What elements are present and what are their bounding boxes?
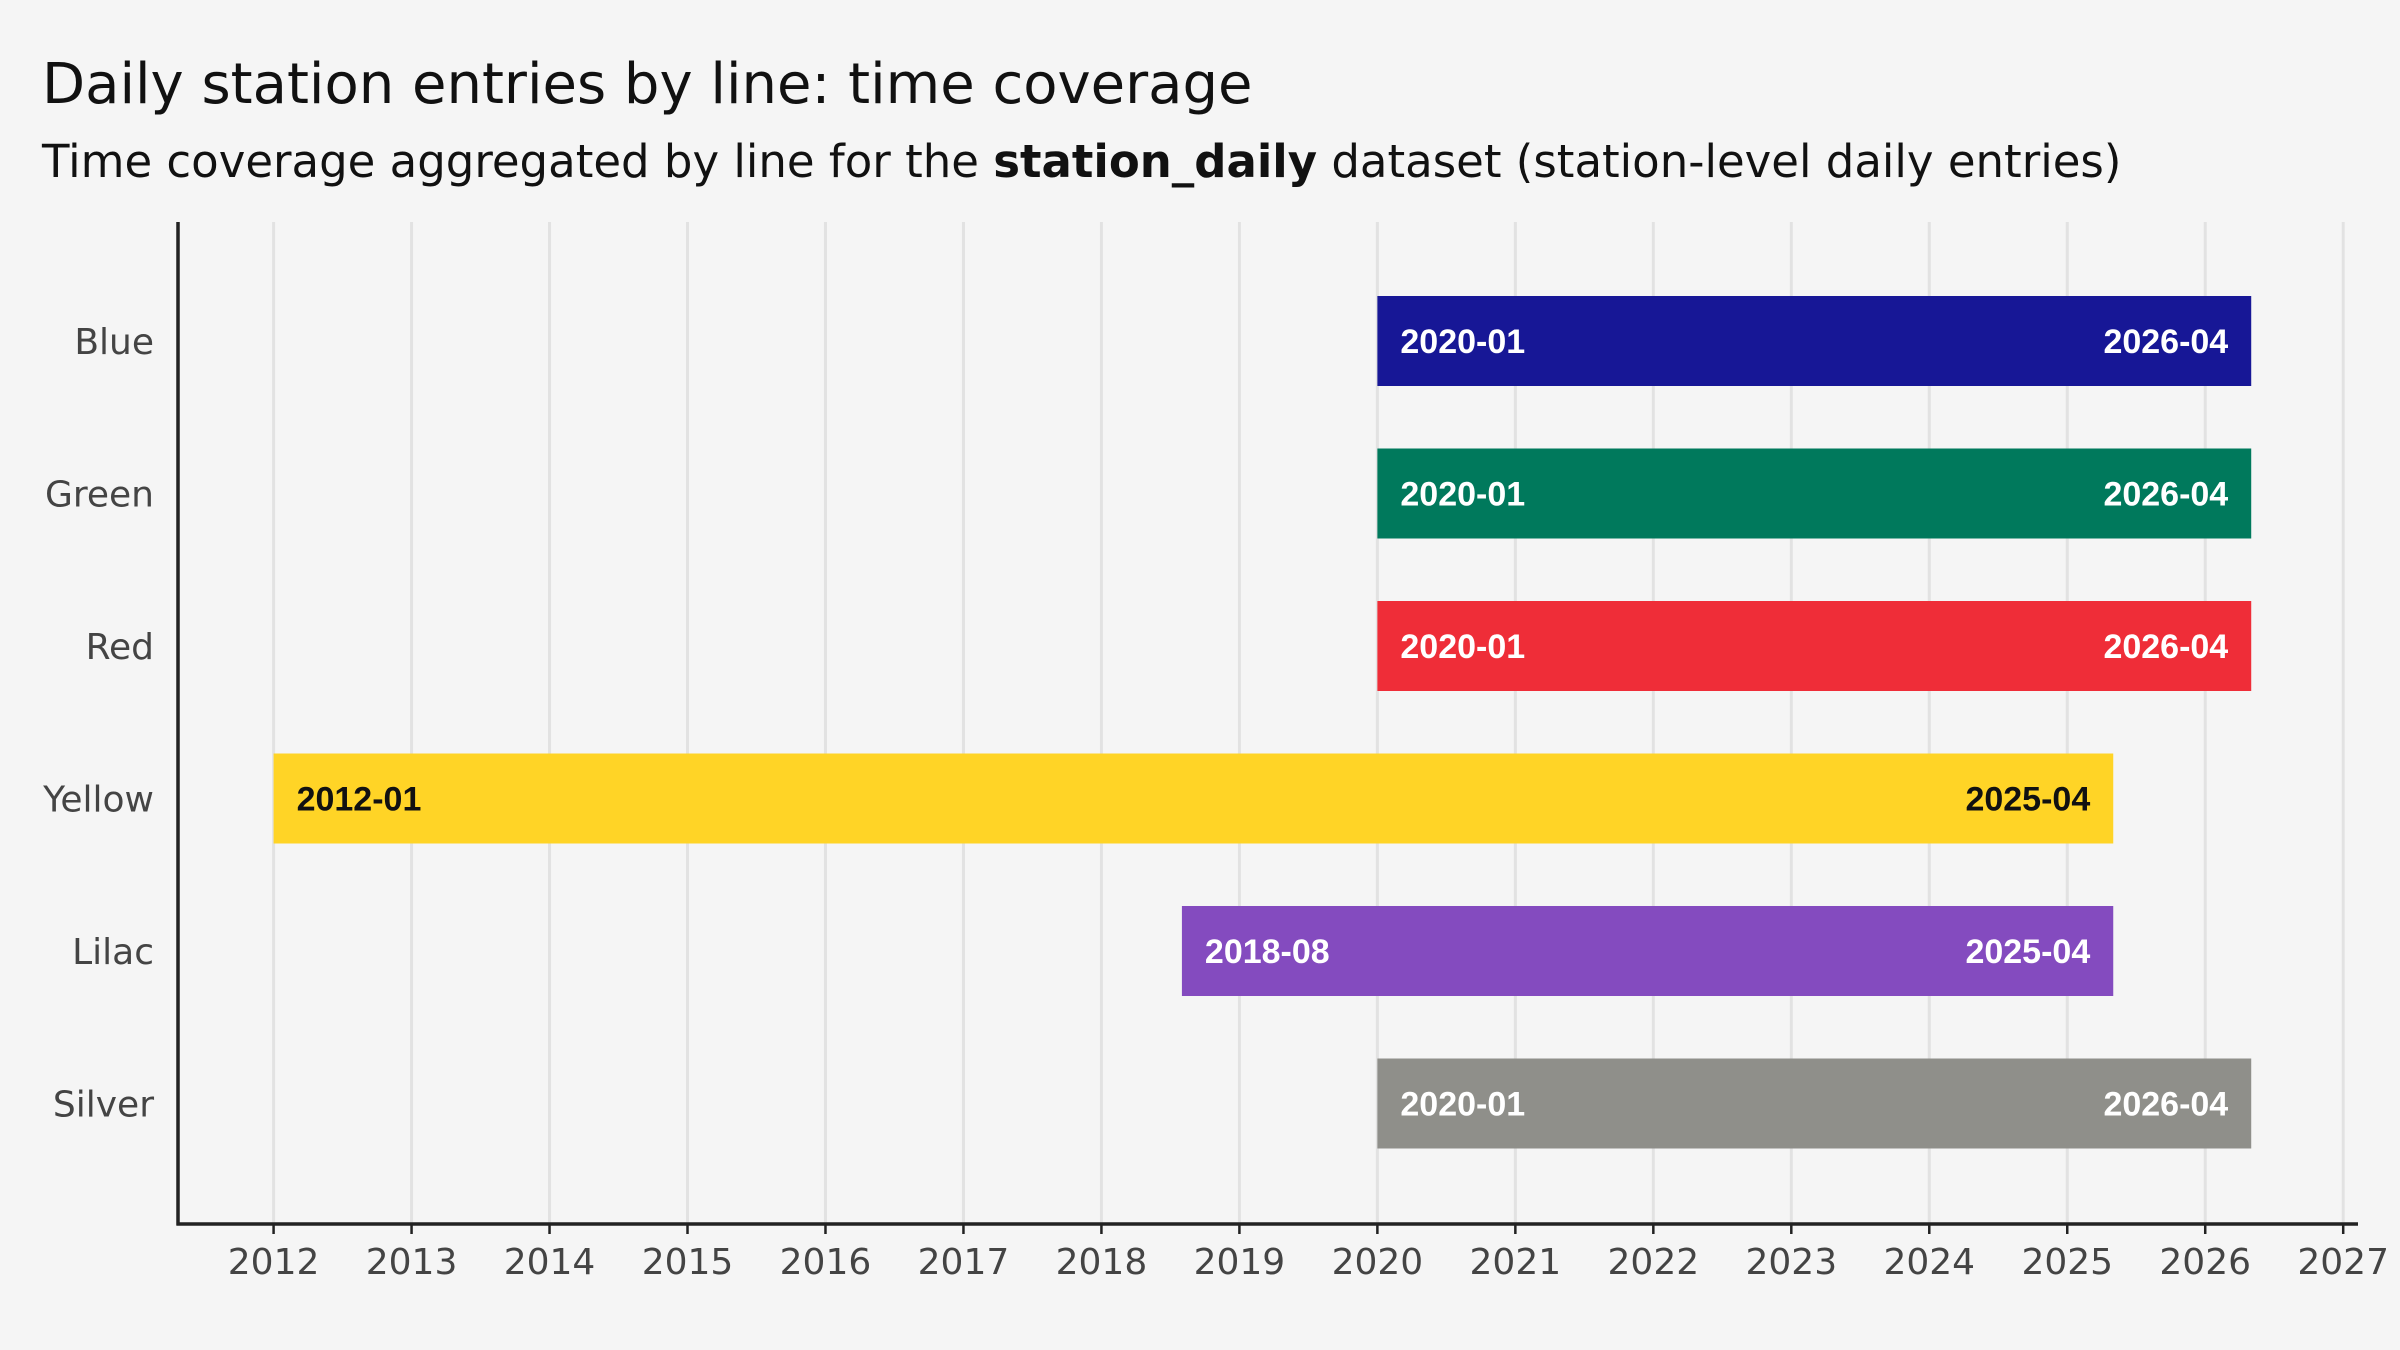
bar-end-label-green: 2026-04 [2103,476,2228,514]
bar-start-label-blue: 2020-01 [1400,323,1525,361]
bar-end-label-blue: 2026-04 [2103,323,2228,361]
bar-end-label-silver: 2026-04 [2103,1086,2228,1124]
bar-start-label-green: 2020-01 [1400,476,1525,514]
x-tick-label-2020: 2020 [1332,1242,1424,1283]
x-tick-label-2022: 2022 [1608,1242,1700,1283]
x-tick-label-2024: 2024 [1883,1242,1975,1283]
bar-end-label-red: 2026-04 [2103,628,2228,666]
x-tick-label-2014: 2014 [504,1242,596,1283]
bar-start-label-yellow: 2012-01 [297,781,422,819]
x-tick-label-2018: 2018 [1056,1242,1148,1283]
x-tick-label-2013: 2013 [366,1242,458,1283]
bar-start-label-silver: 2020-01 [1400,1086,1525,1124]
subtitle-prefix: Time coverage aggregated by line for the [42,135,994,188]
y-category-label-red: Red [86,627,154,668]
bar-start-label-red: 2020-01 [1400,628,1525,666]
x-tick-label-2027: 2027 [2297,1242,2389,1283]
bar-start-label-lilac: 2018-08 [1205,933,1330,971]
x-tick-label-2015: 2015 [642,1242,734,1283]
x-tick-label-2021: 2021 [1470,1242,1562,1283]
x-tick-label-2026: 2026 [2159,1242,2251,1283]
x-tick-label-2023: 2023 [1745,1242,1837,1283]
bar-blue [1377,296,2252,386]
chart-subtitle: Time coverage aggregated by line for the… [42,135,2121,188]
y-category-label-silver: Silver [53,1085,154,1126]
x-tick-label-2025: 2025 [2021,1242,2113,1283]
bar-silver [1377,1058,2252,1149]
x-tick-label-2012: 2012 [228,1242,320,1283]
bar-red [1377,601,2252,691]
y-category-label-blue: Blue [74,322,154,363]
y-category-label-yellow: Yellow [42,780,154,821]
x-tick-label-2017: 2017 [918,1242,1010,1283]
subtitle-dataset-name: station_daily [993,135,1318,188]
bar-green [1377,448,2252,539]
x-tick-label-2019: 2019 [1194,1242,1286,1283]
chart-title: Daily station entries by line: time cove… [42,52,1253,117]
bar-end-label-yellow: 2025-04 [1965,781,2090,819]
bar-yellow [273,753,2114,844]
x-tick-label-2016: 2016 [780,1242,872,1283]
y-category-label-green: Green [45,475,154,516]
subtitle-suffix: dataset (station-level daily entries) [1317,135,2122,188]
bar-lilac [1181,906,2114,996]
y-category-label-lilac: Lilac [72,932,154,973]
bar-end-label-lilac: 2025-04 [1965,933,2090,971]
